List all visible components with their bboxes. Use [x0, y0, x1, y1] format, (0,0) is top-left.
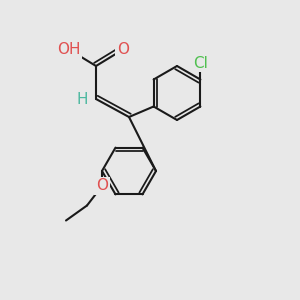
Text: H: H: [77, 92, 88, 106]
Text: OH: OH: [57, 42, 81, 57]
Text: O: O: [96, 178, 108, 194]
Text: Cl: Cl: [193, 56, 208, 70]
Text: O: O: [117, 42, 129, 57]
